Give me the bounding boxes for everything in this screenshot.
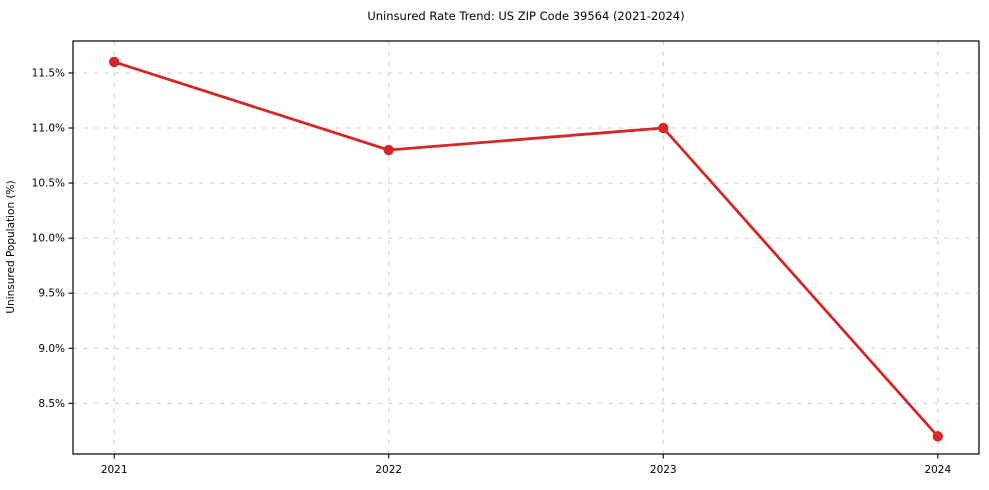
axis-layer: 11.5% 11.0% 10.5% 10.0% 9.5% 9.0% 8.5% 2021 2022… — [32, 40, 980, 476]
data-point-2023 — [658, 122, 669, 134]
data-point-2024 — [932, 431, 944, 442]
x-tick-label: 2022 — [375, 464, 402, 476]
y-tick-label: 10.5% — [32, 178, 65, 190]
y-tick-label: 9.5% — [38, 288, 65, 300]
y-tick-label: 9.0% — [38, 343, 65, 355]
trend-line — [112, 60, 940, 438]
x-tick-label: 2023 — [650, 464, 677, 476]
y-tick-label: 11.0% — [32, 123, 65, 135]
y-tick-label: 10.0% — [32, 233, 65, 245]
series-layer — [108, 56, 944, 442]
plot-border — [72, 40, 980, 455]
x-tick-label: 2021 — [101, 464, 128, 476]
y-tick-label: 8.5% — [38, 398, 65, 410]
chart-title: Uninsured Rate Trend: US ZIP Code 39564 … — [367, 9, 684, 23]
y-tick-label: 11.5% — [32, 67, 65, 79]
data-point-2022 — [383, 144, 394, 156]
y-axis-label: Uninsured Population (%) — [5, 180, 17, 313]
grid-layer — [73, 41, 979, 454]
x-tick-label: 2024 — [924, 464, 951, 476]
data-point-2021 — [108, 56, 120, 68]
